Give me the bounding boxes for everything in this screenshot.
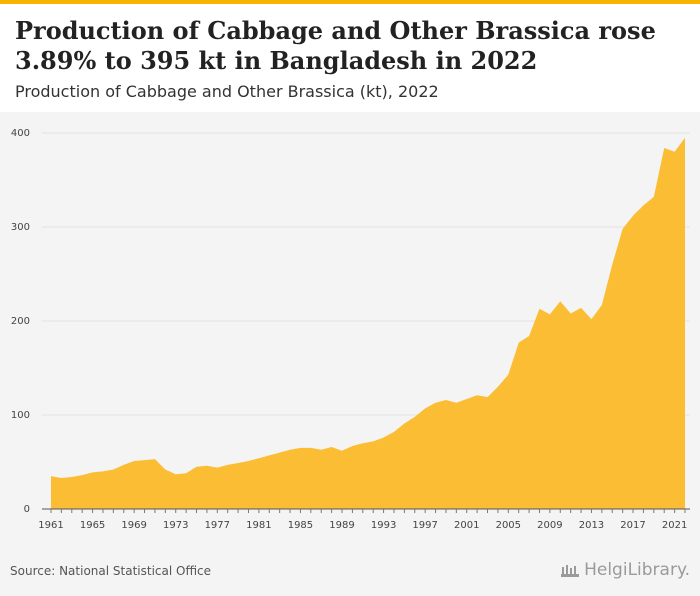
x-tick-label: 1985 (288, 520, 313, 531)
y-tick-label: 0 (24, 504, 30, 515)
x-tick-label: 1981 (246, 520, 271, 531)
chart-header: Production of Cabbage and Other Brassica… (0, 4, 700, 112)
y-tick-label: 300 (11, 222, 30, 233)
production-area (51, 137, 685, 509)
x-tick-label: 1977 (205, 520, 230, 531)
y-tick-label: 400 (11, 128, 30, 139)
x-tick-label: 1989 (329, 520, 354, 531)
x-tick-label: 1969 (121, 520, 146, 531)
x-tick-label: 1973 (163, 520, 188, 531)
y-tick-label: 100 (11, 410, 30, 421)
x-tick-label: 2009 (537, 520, 562, 531)
x-tick-label: 1993 (371, 520, 396, 531)
chart-footer: Source: National Statistical Office Helg… (0, 552, 700, 596)
source-note: Source: National Statistical Office (10, 564, 212, 578)
x-tick-label: 1961 (38, 520, 63, 531)
y-tick-label: 200 (11, 316, 30, 327)
data-area (51, 137, 685, 509)
x-tick-label: 1997 (412, 520, 437, 531)
brand-logo: HelgiLibrary. (560, 560, 690, 580)
y-axis: 0 100 200 300 400 (11, 128, 30, 515)
chart-title: Production of Cabbage and Other Brassica… (15, 16, 656, 75)
x-tick-label: 2021 (662, 520, 687, 531)
x-tick-label: 2013 (579, 520, 604, 531)
building-icon (561, 565, 580, 577)
chart-subtitle: Production of Cabbage and Other Brassica… (15, 82, 439, 101)
x-axis: 1961 1965 1969 1973 1977 1981 1985 1989 1993 1997… (38, 508, 690, 531)
brand-name: HelgiLibrary. (584, 560, 690, 580)
x-tick-label: 1965 (80, 520, 105, 531)
x-tick-label: 2005 (496, 520, 521, 531)
accent-bar (0, 0, 700, 4)
x-tick-label: 2017 (620, 520, 645, 531)
x-tick-label: 2001 (454, 520, 479, 531)
